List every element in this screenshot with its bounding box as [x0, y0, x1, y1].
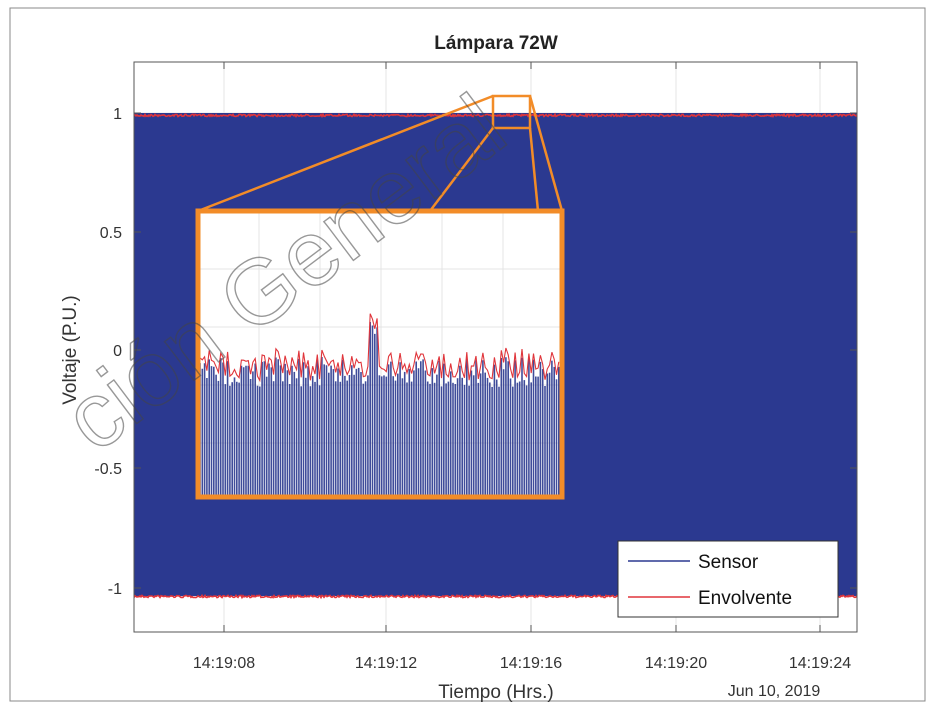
y-tick-label: 1: [113, 106, 122, 123]
inset-envolvente-trace: [199, 313, 560, 383]
date-label: Jun 10, 2019: [728, 683, 821, 700]
y-tick-marks: [134, 112, 857, 589]
y-tick-label: -1: [108, 581, 122, 598]
x-axis-label: Tiempo (Hrs.): [438, 682, 553, 703]
zoom-connector-line: [197, 94, 494, 213]
y-tick-label: -0.5: [94, 461, 122, 478]
y-tick-label: 0: [113, 343, 122, 360]
x-tick-label: 14:19:24: [789, 655, 851, 672]
axes-box: [133, 61, 858, 633]
zoom-inset: [195, 208, 565, 500]
zoom-connector-line: [528, 95, 564, 212]
inset-border: [195, 208, 565, 500]
legend-box: [617, 540, 839, 618]
y-axis-label: Voltaje (P.U.): [60, 295, 81, 404]
zoom-connector-line: [528, 127, 540, 212]
zoom-connector-line: [429, 127, 494, 212]
inset-sensor-trace: [199, 322, 560, 497]
x-tick-label: 14:19:20: [645, 655, 707, 672]
chart-title: Lámpara 72W: [434, 33, 558, 54]
envolvente-upper-line: [134, 112, 857, 119]
legend-label-sensor: Sensor: [698, 552, 759, 573]
y-tick-label: 0.5: [100, 225, 122, 242]
legend: Sensor Envolvente: [617, 540, 839, 618]
x-tick-label: 14:19:08: [193, 655, 255, 672]
zoom-source-rect: [491, 94, 532, 130]
x-tick-label: 14:19:12: [355, 655, 417, 672]
x-tick-label: 14:19:16: [500, 655, 562, 672]
x-tick-marks: [223, 62, 821, 632]
legend-label-envolvente: Envolvente: [698, 588, 792, 609]
